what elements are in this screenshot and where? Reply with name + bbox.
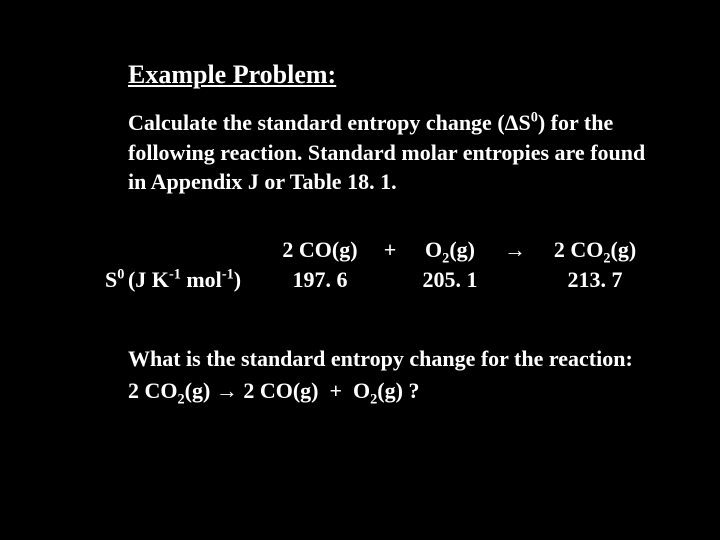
co2-subscript: 2 (603, 250, 610, 266)
formula-co2: CO (570, 237, 603, 262)
q-co2-sub: 2 (178, 391, 185, 407)
delta-symbol: Δ (505, 110, 519, 135)
label-units-mol: mol (181, 267, 222, 292)
q-formula-co2: CO (145, 378, 178, 403)
followup-question: What is the standard entropy change for … (128, 343, 660, 407)
label-units-jk: (J K (128, 267, 169, 292)
formula-co: CO(g) (299, 237, 358, 262)
question-text: What is the standard entropy change for … (128, 346, 633, 371)
q-plus-operator: + (329, 378, 342, 403)
slide-container: Example Problem: Calculate the standard … (0, 0, 720, 540)
reactant-co: 2 CO(g) (265, 237, 375, 263)
q-o2-phase: (g) (377, 378, 403, 403)
question-reactant-co2: 2 CO2(g) (128, 378, 210, 403)
q-coef-2b: 2 (243, 378, 260, 403)
heading: Example Problem: (128, 60, 720, 90)
prompt-text-1: Calculate the standard entropy change ( (128, 110, 505, 135)
coef-2a: 2 (282, 237, 299, 262)
q-coef-2a: 2 (128, 378, 145, 403)
o2-phase: (g) (449, 237, 475, 262)
co2-phase: (g) (611, 237, 637, 262)
product-co2: 2 CO2(g) (535, 237, 655, 263)
value-co2: 213. 7 (535, 267, 655, 293)
problem-prompt: Calculate the standard entropy change (Δ… (128, 108, 660, 197)
entropy-values-row: S0 (J K-1 mol-1) 197. 6 205. 1 213. 7 (105, 267, 720, 293)
coef-2b: 2 (554, 237, 571, 262)
label-mol-exp: -1 (222, 267, 234, 283)
s-symbol: S (518, 110, 530, 135)
equation-block: 2 CO(g) + O2(g) → 2 CO2(g) S0 (J K-1 mol… (105, 237, 720, 293)
label-zero-sup: 0 (117, 267, 128, 283)
value-co: 197. 6 (265, 267, 375, 293)
label-close-paren: ) (234, 267, 241, 292)
question-product-o2: O2(g) (353, 378, 403, 403)
q-formula-o: O (353, 378, 370, 403)
q-formula-co: CO(g) (260, 378, 319, 403)
reactant-o2: O2(g) (405, 237, 495, 263)
label-k-exp: -1 (169, 267, 181, 283)
value-o2: 205. 1 (405, 267, 495, 293)
q-arrow-icon: → (216, 378, 238, 403)
formula-o: O (425, 237, 442, 262)
label-s-letter: S (105, 267, 117, 292)
zero-superscript: 0 (531, 110, 538, 126)
question-product-co: 2 CO(g) (243, 378, 318, 403)
plus-operator: + (375, 237, 405, 263)
reaction-equation-row: 2 CO(g) + O2(g) → 2 CO2(g) (105, 237, 720, 263)
arrow-icon: → (495, 237, 535, 263)
s-label: S0 (J K-1 mol-1) (105, 267, 265, 293)
question-mark: ? (403, 378, 420, 403)
q-co2-phase: (g) (185, 378, 211, 403)
